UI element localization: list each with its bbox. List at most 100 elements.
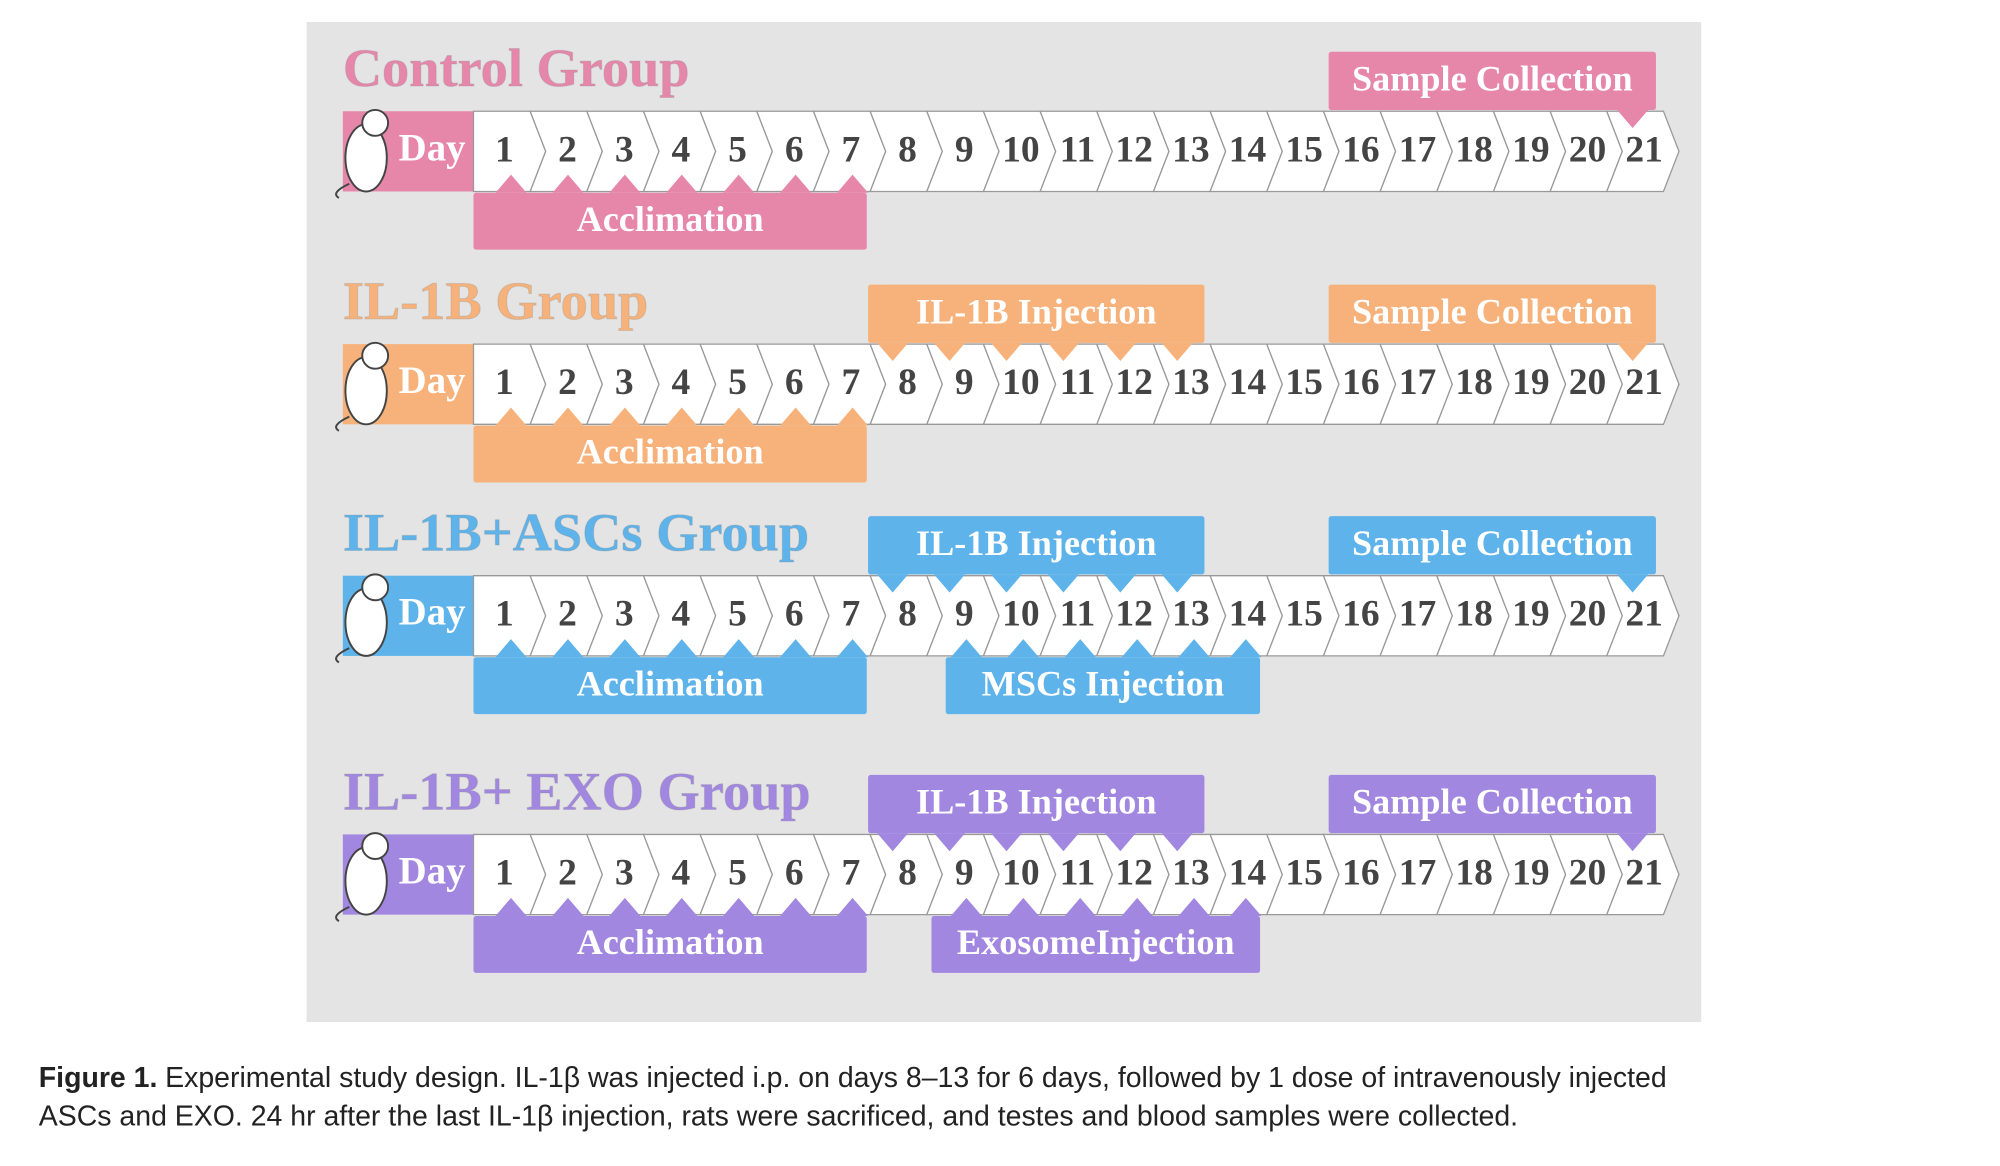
- day-number: 20: [1569, 362, 1606, 403]
- rat-head: [361, 832, 390, 860]
- phase-tooth: [950, 897, 982, 916]
- day-number: 14: [1229, 594, 1267, 635]
- phase-tooth: [552, 407, 584, 426]
- phase-box: [1328, 284, 1656, 343]
- rat-head: [361, 108, 390, 137]
- phase-tooth: [666, 897, 698, 916]
- phase-tooth: [495, 639, 527, 658]
- day-number: 1: [495, 362, 514, 403]
- group-title: IL-1B Group: [343, 271, 648, 331]
- day-cell: [1605, 833, 1680, 916]
- day-number: 7: [841, 852, 860, 893]
- rat-tail: [335, 415, 350, 432]
- phase-tooth: [877, 342, 909, 361]
- day-number: 3: [615, 129, 634, 170]
- day-number: 7: [841, 129, 860, 170]
- day-number: 10: [1002, 129, 1040, 170]
- day-label: Day: [399, 126, 466, 169]
- phase-tooth: [1161, 833, 1193, 852]
- day-number: 5: [728, 594, 747, 635]
- phase-label: Sample Collection: [1352, 523, 1633, 563]
- day-number: 6: [785, 852, 804, 893]
- phase-box: [868, 284, 1205, 343]
- phase-tooth: [723, 639, 755, 658]
- caption-label: Figure 1.: [39, 1061, 158, 1093]
- day-number: 2: [558, 129, 577, 170]
- day-number: 9: [955, 362, 974, 403]
- day-number: 15: [1285, 852, 1323, 893]
- phase-tooth: [552, 174, 584, 193]
- day-number: 21: [1625, 362, 1663, 403]
- phase-box: [473, 425, 867, 483]
- phase-label: IL-1B Injection: [916, 291, 1156, 331]
- phase-label: Acclimation: [577, 432, 764, 472]
- phase-label: Sample Collection: [1352, 58, 1633, 98]
- phase-tooth: [1121, 639, 1153, 658]
- phase-tooth: [609, 639, 641, 658]
- phase-tooth: [1617, 342, 1649, 361]
- day-number: 13: [1172, 852, 1210, 893]
- day-number: 11: [1060, 594, 1095, 635]
- day-number: 13: [1172, 362, 1210, 403]
- phase-tooth: [950, 639, 982, 658]
- group-title: Control Group: [343, 38, 690, 98]
- phase-box: [1328, 51, 1656, 110]
- phase-label: Acclimation: [577, 199, 764, 239]
- phase-label: IL-1B Injection: [916, 523, 1156, 563]
- phase-tooth: [495, 174, 527, 193]
- day-number: 11: [1060, 362, 1095, 403]
- day-number: 19: [1512, 852, 1549, 893]
- day-number: 19: [1512, 129, 1549, 170]
- phase-tooth: [837, 407, 869, 426]
- rat-head: [361, 341, 390, 370]
- day-number: 18: [1455, 129, 1493, 170]
- day-number: 8: [898, 362, 917, 403]
- day-number: 17: [1399, 129, 1436, 170]
- day-number: 3: [615, 594, 634, 635]
- phase-box: [473, 192, 867, 250]
- group-title: IL-1B+ EXO Group: [343, 761, 811, 821]
- day-number: 15: [1285, 129, 1323, 170]
- phase-tooth: [666, 639, 698, 658]
- day-number: 4: [671, 362, 690, 403]
- phase-tooth: [723, 174, 755, 193]
- day-label: Day: [399, 359, 466, 402]
- caption-line: Figure 1. Experimental study design. IL-1…: [39, 1061, 1667, 1093]
- day-number: 20: [1569, 129, 1606, 170]
- phase-label: ExosomeInjection: [957, 922, 1235, 962]
- day-number: 4: [671, 852, 690, 893]
- day-number: 6: [785, 362, 804, 403]
- phase-box: [868, 516, 1205, 575]
- day-number: 18: [1455, 594, 1493, 635]
- phase-tooth: [1047, 833, 1079, 852]
- rat-tail: [335, 182, 350, 199]
- day-number: 11: [1060, 129, 1095, 170]
- day-number: 14: [1229, 129, 1267, 170]
- figure-content: Figure 1. Experimental study design. IL-1…: [39, 21, 1702, 1132]
- rat-icon: [335, 832, 390, 922]
- day-number: 13: [1172, 594, 1210, 635]
- phase-tooth: [666, 407, 698, 426]
- day-number: 5: [728, 362, 747, 403]
- phase-box: [945, 657, 1261, 715]
- phase-tooth: [780, 174, 812, 193]
- phase-tooth: [837, 897, 869, 916]
- day-number: 1: [495, 594, 514, 635]
- day-number: 2: [558, 852, 577, 893]
- phase-box: [868, 774, 1205, 834]
- phase-box: [1328, 774, 1656, 834]
- phase-tooth: [1104, 342, 1136, 361]
- day-number: 16: [1342, 129, 1380, 170]
- phase-tooth: [495, 407, 527, 426]
- day-number: 7: [841, 594, 860, 635]
- day-number: 3: [615, 852, 634, 893]
- phase-tooth: [990, 342, 1023, 361]
- phase-tooth: [609, 407, 641, 426]
- caption-text: Experimental study design. IL-1β was inj…: [165, 1061, 1667, 1093]
- phase-tooth: [780, 407, 812, 426]
- phase-tooth: [1064, 639, 1096, 658]
- day-number: 12: [1115, 852, 1153, 893]
- phase-tooth: [552, 897, 584, 916]
- phase-tooth: [934, 342, 966, 361]
